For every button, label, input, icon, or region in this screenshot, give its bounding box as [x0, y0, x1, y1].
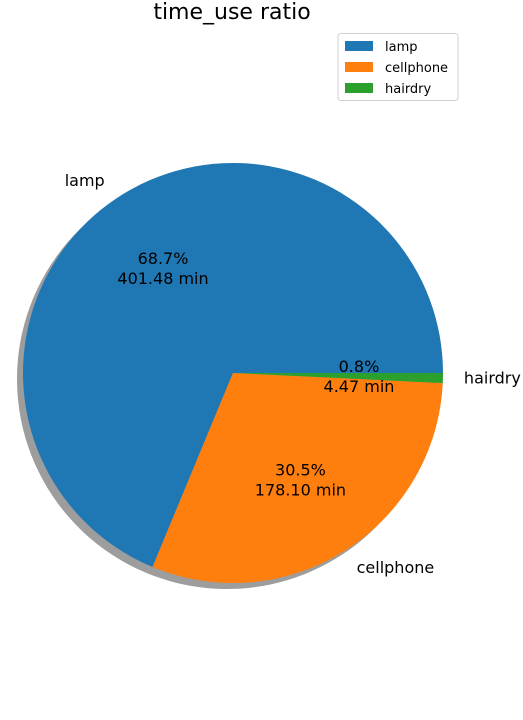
pie-slice-cellphone: [152, 373, 443, 583]
slice-label-lamp: lamp: [65, 171, 105, 190]
chart-title: time_use ratio: [153, 0, 310, 25]
legend-swatch-cellphone: [345, 62, 373, 72]
slice-value-lamp: 401.48 min: [117, 269, 208, 288]
legend: lamp cellphone hairdry: [337, 33, 459, 101]
pie-slices: [22, 163, 443, 583]
pie-labels: lamp 68.7%401.48 min cellphone 30.5%178.10 …: [65, 171, 521, 577]
legend-swatch-lamp: [345, 41, 373, 51]
slice-label-hairdry: hairdry: [464, 369, 521, 388]
legend-swatch-hairdry: [345, 83, 373, 93]
slice-value-hairdry: 4.47 min: [324, 377, 395, 396]
slice-percent-hairdry: 0.8%: [339, 357, 380, 376]
legend-label-cellphone: cellphone: [385, 61, 448, 76]
legend-label-lamp: lamp: [385, 40, 418, 55]
slice-label-cellphone: cellphone: [357, 558, 435, 577]
slice-percent-lamp: 68.7%: [138, 249, 189, 268]
legend-label-hairdry: hairdry: [385, 82, 432, 97]
slice-percent-cellphone: 30.5%: [275, 460, 326, 479]
pie-slice-lamp: [22, 163, 443, 567]
pie-slice-hairdry: [233, 373, 443, 384]
slice-value-cellphone: 178.10 min: [255, 480, 346, 499]
